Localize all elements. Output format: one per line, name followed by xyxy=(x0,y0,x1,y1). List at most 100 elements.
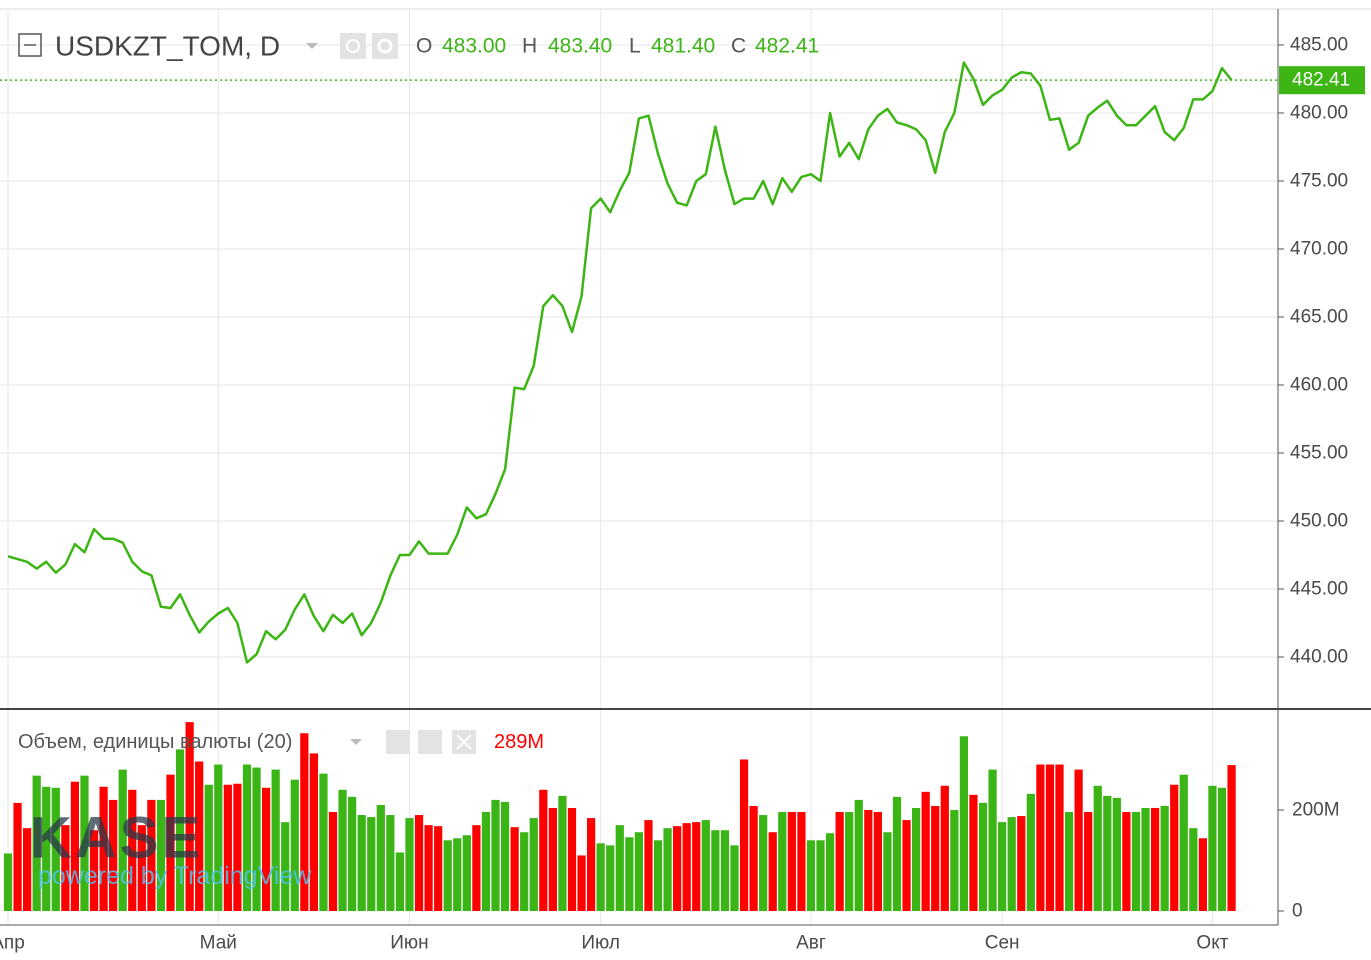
collapse-icon[interactable] xyxy=(18,33,42,57)
volume-bar xyxy=(491,799,500,911)
volume-bar xyxy=(854,799,863,911)
volume-bar xyxy=(453,838,462,911)
volume-bar xyxy=(940,785,949,911)
volume-bar xyxy=(558,795,567,911)
volume-bar xyxy=(596,843,605,911)
volume-bar xyxy=(195,761,204,911)
volume-bar xyxy=(1026,793,1035,911)
volume-bar xyxy=(1131,812,1141,911)
volume-bar xyxy=(271,769,280,911)
volume-bar xyxy=(328,812,338,911)
volume-bar xyxy=(520,832,529,911)
y-tick-label: 485.00 xyxy=(1290,34,1348,55)
volume-bar xyxy=(1170,784,1179,911)
volume-bar xyxy=(1055,764,1064,911)
volume-bar xyxy=(1017,816,1026,911)
volume-bar xyxy=(290,779,299,911)
volume-bar xyxy=(701,820,710,911)
volume-bar xyxy=(864,809,873,911)
volume-bar xyxy=(424,825,433,911)
volume-bar xyxy=(835,812,844,911)
volume-bar xyxy=(720,830,730,911)
y-tick-label: 450.00 xyxy=(1290,510,1348,531)
volume-bar xyxy=(357,815,366,911)
volume-bar xyxy=(539,789,548,911)
y-tick-label: 455.00 xyxy=(1290,442,1348,463)
y-tick-label: 480.00 xyxy=(1290,102,1348,123)
ohlc-label: C xyxy=(731,35,746,58)
eye-icon[interactable] xyxy=(340,33,366,59)
watermark: KASE xyxy=(30,806,203,871)
volume-bar xyxy=(309,753,319,911)
volume-bar xyxy=(883,832,892,911)
volume-bar xyxy=(156,799,166,911)
x-tick-label: Апр xyxy=(0,933,25,954)
volume-bar xyxy=(644,820,653,911)
volume-bar xyxy=(998,822,1007,911)
volume-bar xyxy=(223,784,232,911)
watermark-sub: powered by TradingView xyxy=(38,862,312,890)
volume-bar xyxy=(825,833,835,911)
ohlc-value: 483.40 xyxy=(548,35,612,58)
volume-bar xyxy=(3,853,13,911)
ohlc-value: 481.40 xyxy=(651,35,715,58)
price-line xyxy=(7,61,1233,664)
volume-bar xyxy=(281,822,290,911)
volume-bar xyxy=(32,775,41,911)
volume-bar xyxy=(797,812,806,911)
volume-bar xyxy=(625,837,634,911)
volume-bar xyxy=(902,820,911,911)
volume-bar xyxy=(749,805,758,911)
volume-title: Объем, единицы валюты (20) xyxy=(18,731,292,753)
volume-bar xyxy=(634,832,644,911)
volume-bar xyxy=(892,796,902,911)
volume-bar xyxy=(663,828,672,911)
volume-bar xyxy=(118,769,127,911)
x-tick-label: Сен xyxy=(985,933,1020,954)
y-tick-label: 200M xyxy=(1292,799,1340,820)
close-icon-glyph xyxy=(456,734,472,750)
volume-bar xyxy=(481,812,491,911)
labels: 440.00 445.00 450.00 455.00 460.00 465.00 470.… xyxy=(0,34,1365,954)
volume-bar xyxy=(778,812,787,911)
volume-bar xyxy=(414,815,424,911)
volume-bar xyxy=(462,835,471,911)
volume-bar xyxy=(978,802,988,911)
volume-bar xyxy=(586,818,596,911)
x-tick-label: Июн xyxy=(390,933,428,954)
volume-bar xyxy=(338,789,347,911)
volume-bar xyxy=(386,815,395,911)
volume-bar xyxy=(921,791,930,911)
dropdown-arrow[interactable] xyxy=(350,739,362,745)
eye-icon[interactable] xyxy=(386,730,410,754)
ohlc-value: 483.00 xyxy=(442,35,506,58)
settings-icon[interactable] xyxy=(418,730,442,754)
volume-bar xyxy=(711,830,720,911)
volume-bar xyxy=(376,804,385,911)
dropdown-arrow[interactable] xyxy=(306,43,318,49)
settings-icon[interactable] xyxy=(372,33,398,59)
volume-bar xyxy=(128,789,137,911)
volume-bar xyxy=(61,825,70,911)
x-tick-label: Май xyxy=(200,933,237,954)
volume-bar xyxy=(969,794,978,911)
volume-bar xyxy=(51,787,60,911)
plot xyxy=(0,61,1278,911)
volume-bar xyxy=(950,809,959,911)
volume-bar xyxy=(787,812,796,911)
volume-bar xyxy=(1189,828,1198,911)
volume-bar xyxy=(42,786,51,911)
y-tick-label: 0 xyxy=(1292,901,1303,922)
volume-bar xyxy=(70,781,80,911)
volume-bar xyxy=(931,805,940,911)
volume-bar xyxy=(233,783,242,911)
volume-bar xyxy=(1217,787,1227,911)
volume-bar xyxy=(1208,785,1217,911)
volume-bar xyxy=(348,796,357,911)
volume-bar xyxy=(261,787,271,911)
volume-bar xyxy=(1045,764,1055,911)
volume-bar xyxy=(1007,817,1016,911)
volume-bar xyxy=(185,722,194,911)
volume-bar xyxy=(13,802,22,911)
